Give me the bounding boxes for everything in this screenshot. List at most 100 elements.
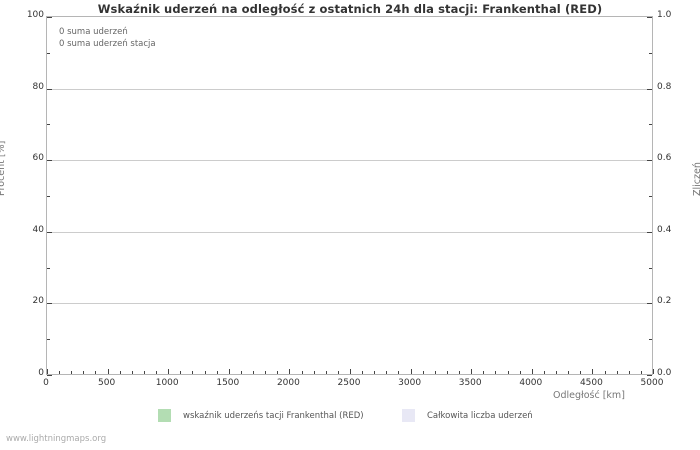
x-axis-minor-tick — [447, 371, 448, 374]
x-axis-tick-label: 3000 — [398, 378, 422, 388]
y-axis-tick — [47, 160, 52, 161]
y2-axis-tick — [647, 160, 652, 161]
x-axis-minor-tick — [156, 371, 157, 374]
y-axis-tick — [47, 303, 52, 304]
x-axis-minor-tick — [205, 371, 206, 374]
x-axis-tick-label: 0 — [43, 378, 49, 388]
legend-entry[interactable]: Całkowita liczba uderzeń — [402, 409, 533, 422]
x-axis-minor-tick — [338, 371, 339, 374]
x-axis-tick-label: 500 — [98, 378, 116, 388]
y-axis-tick-label: 60 — [32, 153, 44, 164]
x-axis-minor-tick — [120, 371, 121, 374]
legend-swatch — [402, 409, 415, 422]
x-axis-minor-tick — [435, 371, 436, 374]
y-axis-tick-label: 20 — [32, 296, 44, 307]
x-axis-minor-tick — [241, 371, 242, 374]
x-axis-tick — [350, 369, 351, 374]
x-axis-tick — [108, 369, 109, 374]
y-axis-minor-tick — [47, 53, 50, 54]
x-axis-minor-tick — [641, 371, 642, 374]
x-axis-minor-tick — [617, 371, 618, 374]
x-axis-minor-tick — [302, 371, 303, 374]
legend-swatch — [158, 409, 171, 422]
x-axis-minor-tick — [192, 371, 193, 374]
x-axis-minor-tick — [629, 371, 630, 374]
gridline-horizontal — [47, 160, 652, 161]
y2-axis-tick — [647, 375, 652, 376]
plot-area: 0 suma uderzeń 0 suma uderzeń stacja — [46, 16, 654, 376]
footer-watermark: www.lightningmaps.org — [6, 434, 107, 444]
y-axis-minor-tick — [47, 268, 50, 269]
x-axis-tick — [532, 369, 533, 374]
y-axis-tick-label: 0 — [38, 368, 44, 378]
x-axis-tick-label: 5000 — [640, 378, 664, 388]
x-axis-minor-tick — [132, 371, 133, 374]
y-axis-tick-label: 80 — [32, 81, 44, 92]
x-axis-tick — [592, 369, 593, 374]
y2-axis-tick-label: 0.0 — [657, 368, 672, 378]
chart-title: Wskaźnik uderzeń na odległość z ostatnic… — [97, 2, 603, 16]
x-axis-minor-tick — [459, 371, 460, 374]
x-axis-tick-label: 4000 — [519, 378, 543, 388]
x-axis-minor-tick — [556, 371, 557, 374]
y-axis-tick — [47, 89, 52, 90]
x-axis-minor-tick — [520, 371, 521, 374]
x-axis-minor-tick — [314, 371, 315, 374]
legend-label: Całkowita liczba uderzeń — [427, 410, 533, 421]
x-axis-minor-tick — [568, 371, 569, 374]
x-axis-minor-tick — [83, 371, 84, 374]
x-axis-minor-tick — [423, 371, 424, 374]
x-axis-minor-tick — [483, 371, 484, 374]
x-axis-minor-tick — [605, 371, 606, 374]
x-axis-tick — [47, 369, 48, 374]
x-axis-tick — [289, 369, 290, 374]
y2-axis-tick-label: 0.4 — [657, 224, 672, 235]
x-axis-minor-tick — [71, 371, 72, 374]
x-axis-minor-tick — [95, 371, 96, 374]
gridline-horizontal — [47, 303, 652, 304]
x-axis-minor-tick — [217, 371, 218, 374]
y2-axis-tick-label: 0.6 — [657, 153, 672, 164]
y2-axis-tick — [647, 17, 652, 18]
legend-entry[interactable]: wskaźnik uderzeńs tacji Frankenthal (RED… — [158, 409, 364, 422]
y-axis-tick — [47, 232, 52, 233]
y2-axis-tick — [647, 303, 652, 304]
x-axis-tick — [229, 369, 230, 374]
x-axis-minor-tick — [386, 371, 387, 374]
x-axis-minor-tick — [59, 371, 60, 374]
x-axis-tick-label: 4500 — [579, 378, 603, 388]
x-axis-minor-tick — [265, 371, 266, 374]
y2-axis-tick-label: 0.8 — [657, 81, 672, 92]
x-axis-minor-tick — [495, 371, 496, 374]
y2-axis-minor-tick — [649, 268, 652, 269]
y2-axis-title: Zliczeń — [692, 162, 700, 196]
annotation-line-0: 0 suma uderzeń — [59, 27, 128, 37]
x-axis-title: Odległość [km] — [553, 390, 625, 401]
y-axis-tick — [47, 375, 52, 376]
x-axis-minor-tick — [544, 371, 545, 374]
x-axis-tick-label: 2500 — [337, 378, 361, 388]
x-axis-minor-tick — [362, 371, 363, 374]
y2-axis-tick — [647, 232, 652, 233]
y-axis-tick-label: 40 — [32, 224, 44, 235]
y-axis-minor-tick — [47, 196, 50, 197]
annotation-block: 0 suma uderzeń 0 suma uderzeń stacja — [59, 26, 156, 50]
y-axis-tick — [47, 17, 52, 18]
y2-axis-tick-label: 1.0 — [657, 10, 672, 20]
y-axis-minor-tick — [47, 339, 50, 340]
y2-axis-minor-tick — [649, 196, 652, 197]
x-axis-tick — [411, 369, 412, 374]
x-axis-tick-label: 3500 — [458, 378, 482, 388]
y2-axis-minor-tick — [649, 53, 652, 54]
gridline-horizontal — [47, 89, 652, 90]
x-axis-minor-tick — [580, 371, 581, 374]
y2-axis-minor-tick — [649, 124, 652, 125]
x-axis-tick-label: 1000 — [155, 378, 179, 388]
x-axis-tick — [168, 369, 169, 374]
x-axis-minor-tick — [277, 371, 278, 374]
x-axis-minor-tick — [253, 371, 254, 374]
x-axis-minor-tick — [508, 371, 509, 374]
y2-axis-tick-label: 0.2 — [657, 296, 672, 307]
y2-axis-minor-tick — [649, 339, 652, 340]
